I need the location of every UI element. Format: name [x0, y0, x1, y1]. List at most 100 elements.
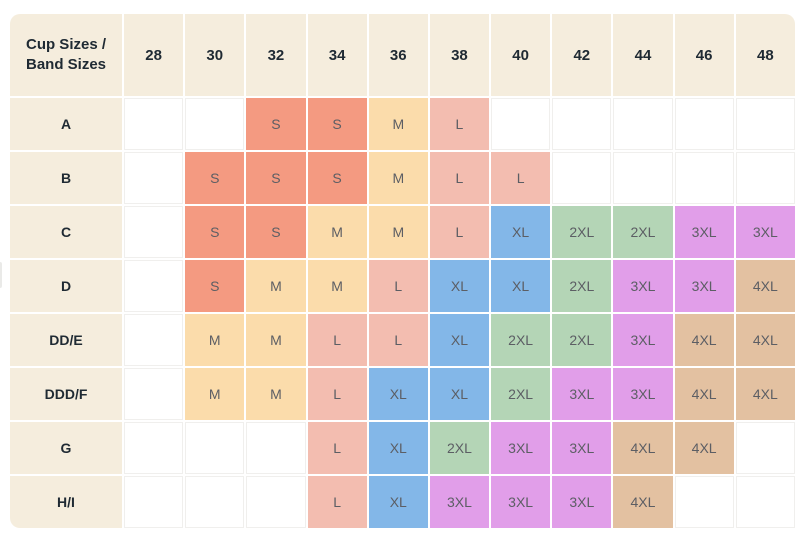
empty-cell [735, 476, 795, 528]
size-cell: S [246, 98, 306, 150]
size-cell: 3XL [613, 314, 673, 366]
size-cell: S [246, 206, 306, 258]
size-cell: XL [429, 368, 490, 420]
table-row: D S M M L XL XL 2XL 3XL 3XL 4XL [10, 260, 795, 312]
empty-cell [491, 98, 551, 150]
size-cell: L [307, 368, 367, 420]
size-cell: XL [429, 314, 490, 366]
size-cell: 4XL [735, 368, 795, 420]
cup-size-label: DD/E [10, 314, 122, 366]
size-cell: 3XL [491, 422, 551, 474]
size-cell: XL [429, 260, 490, 312]
size-cell: L [368, 314, 428, 366]
band-size-header: 34 [307, 14, 367, 96]
corner-header-cell: Cup Sizes / Band Sizes [10, 14, 122, 96]
empty-cell [124, 98, 184, 150]
empty-cell [246, 422, 306, 474]
size-cell: S [307, 152, 367, 204]
size-cell: 4XL [735, 260, 795, 312]
empty-cell [735, 98, 795, 150]
empty-cell [674, 98, 734, 150]
size-cell: M [307, 260, 367, 312]
size-cell: 2XL [429, 422, 490, 474]
band-size-header: 38 [429, 14, 490, 96]
size-cell: 4XL [613, 476, 673, 528]
size-cell: S [307, 98, 367, 150]
table-row: C S S M M L XL 2XL 2XL 3XL 3XL [10, 206, 795, 258]
cup-size-label: D [10, 260, 122, 312]
empty-cell [185, 422, 245, 474]
band-size-header-row: Cup Sizes / Band Sizes 28 30 32 34 36 38 40 42 4… [10, 14, 795, 96]
size-cell: 2XL [552, 260, 612, 312]
band-size-header: 42 [552, 14, 612, 96]
cup-size-label: A [10, 98, 122, 150]
size-cell: 3XL [674, 260, 734, 312]
size-cell: M [368, 98, 428, 150]
band-size-header: 40 [491, 14, 551, 96]
empty-cell [613, 152, 673, 204]
table-row: H/I L XL 3XL 3XL 3XL 4XL [10, 476, 795, 528]
empty-cell [552, 98, 612, 150]
size-cell: 3XL [735, 206, 795, 258]
size-cell: M [246, 314, 306, 366]
empty-cell [735, 422, 795, 474]
band-size-header: 36 [368, 14, 428, 96]
empty-cell [185, 476, 245, 528]
size-cell: XL [368, 422, 428, 474]
size-cell: XL [491, 206, 551, 258]
band-size-header: 32 [246, 14, 306, 96]
size-cell: 3XL [674, 206, 734, 258]
empty-cell [124, 368, 184, 420]
size-cell: L [307, 422, 367, 474]
size-table-body: A S S M L B S S S M L L C S S M M L XL 2XL 2XL 3XL 3XL D S M M L XL X… [10, 98, 795, 528]
empty-cell [124, 314, 184, 366]
size-cell: 4XL [674, 368, 734, 420]
band-size-header: 44 [613, 14, 673, 96]
empty-cell [124, 152, 184, 204]
band-size-header: 28 [124, 14, 184, 96]
size-cell: 2XL [552, 314, 612, 366]
cup-size-label: H/I [10, 476, 122, 528]
empty-cell [613, 98, 673, 150]
cup-size-label: C [10, 206, 122, 258]
size-cell: M [246, 260, 306, 312]
empty-cell [124, 260, 184, 312]
table-row: DDD/F M M L XL XL 2XL 3XL 3XL 4XL 4XL [10, 368, 795, 420]
size-cell: M [368, 206, 428, 258]
size-cell: 3XL [491, 476, 551, 528]
empty-cell [185, 98, 245, 150]
size-cell: 3XL [552, 422, 612, 474]
empty-cell [124, 422, 184, 474]
size-cell: 4XL [674, 422, 734, 474]
size-cell: M [368, 152, 428, 204]
empty-cell [552, 152, 612, 204]
size-cell: 2XL [491, 314, 551, 366]
empty-cell [735, 152, 795, 204]
empty-cell [124, 206, 184, 258]
size-cell: 4XL [613, 422, 673, 474]
size-cell: S [185, 260, 245, 312]
empty-cell [674, 476, 734, 528]
size-cell: XL [491, 260, 551, 312]
size-cell: 3XL [552, 476, 612, 528]
cup-size-label: DDD/F [10, 368, 122, 420]
size-cell: 3XL [613, 368, 673, 420]
left-edge-artifact [0, 262, 2, 288]
size-cell: 2XL [491, 368, 551, 420]
size-cell: L [429, 98, 490, 150]
bra-size-chart-table: Cup Sizes / Band Sizes 28 30 32 34 36 38 40 42 4… [8, 12, 797, 530]
size-cell: S [185, 206, 245, 258]
empty-cell [246, 476, 306, 528]
size-cell: L [491, 152, 551, 204]
size-cell: 3XL [613, 260, 673, 312]
table-row: G L XL 2XL 3XL 3XL 4XL 4XL [10, 422, 795, 474]
cup-size-label: G [10, 422, 122, 474]
band-size-header: 46 [674, 14, 734, 96]
band-size-header: 48 [735, 14, 795, 96]
empty-cell [124, 476, 184, 528]
size-cell: L [307, 314, 367, 366]
size-cell: L [368, 260, 428, 312]
table-row: DD/E M M L L XL 2XL 2XL 3XL 4XL 4XL [10, 314, 795, 366]
